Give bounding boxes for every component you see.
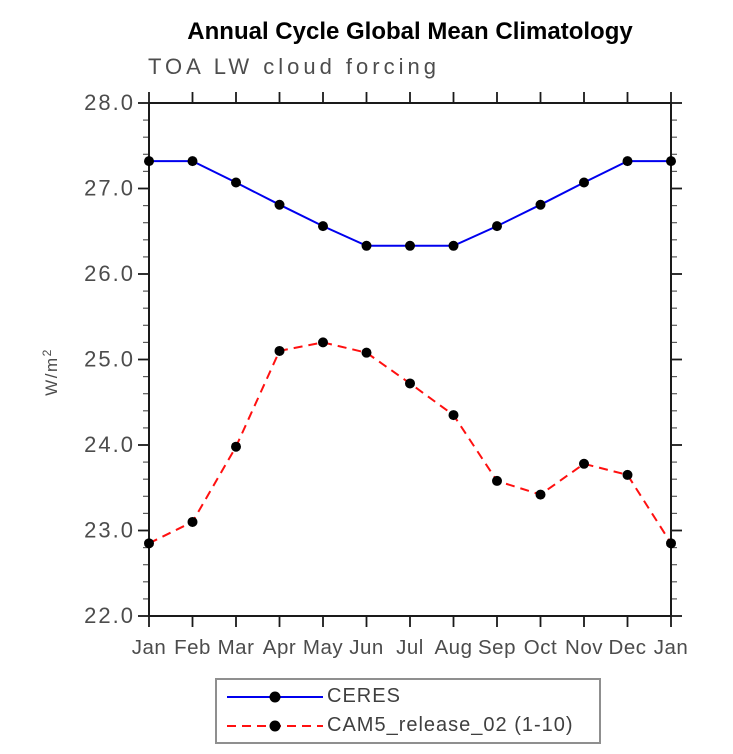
x-tick-label: Jun <box>349 636 384 659</box>
series-markers-0 <box>144 156 676 251</box>
data-point <box>187 516 198 527</box>
y-tick-label: 27.0 <box>84 176 135 201</box>
series-line-0 <box>149 160 671 247</box>
chart-title: Annual Cycle Global Mean Climatology <box>187 18 633 45</box>
chart-subtitle: TOA LW cloud forcing <box>148 54 440 79</box>
data-point <box>144 156 154 167</box>
data-point <box>579 177 589 188</box>
legend-line-sample-cam5 <box>225 719 325 733</box>
data-point <box>405 240 415 251</box>
data-point <box>622 469 633 480</box>
series-line-1 <box>148 341 672 545</box>
y-tick-label: 23.0 <box>84 518 135 543</box>
data-point <box>622 156 633 167</box>
data-point <box>274 199 285 210</box>
data-point <box>361 240 372 251</box>
legend-sample-svg <box>227 691 323 702</box>
data-point <box>492 221 502 232</box>
legend-item-cam5: CAM5_release_02 (1-10) <box>217 711 599 740</box>
data-point <box>666 538 676 549</box>
data-point <box>231 177 241 188</box>
data-point <box>448 240 459 251</box>
x-tick-label: Apr <box>263 636 296 659</box>
y-tick-label: 26.0 <box>84 261 135 286</box>
data-point <box>318 221 328 232</box>
y-tick-label: 28.0 <box>84 90 135 115</box>
legend-item-ceres: CERES <box>217 682 599 711</box>
x-tick-label: Mar <box>218 636 255 659</box>
y-axis-minor-ticks <box>143 119 677 600</box>
x-tick-label: Jan <box>132 636 167 659</box>
data-point <box>492 475 502 486</box>
data-point <box>361 347 372 358</box>
x-tick-label: May <box>303 636 343 659</box>
y-tick-label: 25.0 <box>84 347 135 372</box>
x-tick-label: Aug <box>435 636 473 659</box>
x-tick-label: Nov <box>565 636 603 659</box>
legend-sample-marker <box>269 720 281 731</box>
x-tick-label: Jul <box>396 636 424 659</box>
data-point <box>535 489 546 500</box>
data-point <box>448 410 459 421</box>
data-point <box>231 441 241 452</box>
data-point <box>579 458 589 469</box>
data-point <box>318 337 328 348</box>
x-tick-label: Jan <box>654 636 689 659</box>
y-tick-label: 22.0 <box>84 603 135 628</box>
x-tick-label: Dec <box>609 636 647 659</box>
series-markers-1 <box>144 337 676 549</box>
x-tick-label: Oct <box>524 636 557 659</box>
legend-sample-svg <box>227 720 323 731</box>
y-tick-label: 24.0 <box>84 432 135 457</box>
x-tick-label: Sep <box>478 636 516 659</box>
axis-tick-labels: 22.0 23.0 24.0 25.0 26.0 27.0 28.0 Jan Feb Mar Apr… <box>84 90 688 659</box>
legend-label-cam5: CAM5_release_02 (1-10) <box>327 714 574 736</box>
y-axis-title: W/m2 <box>40 348 61 396</box>
data-point <box>405 378 415 389</box>
plot-frame <box>148 102 672 617</box>
legend-label-ceres: CERES <box>327 685 401 707</box>
data-point <box>666 156 676 167</box>
legend-sample-marker <box>269 691 281 702</box>
data-point <box>274 345 285 356</box>
data-point <box>535 199 546 210</box>
data-point <box>144 538 154 549</box>
data-point <box>187 156 198 167</box>
legend-line-sample-ceres <box>225 690 325 704</box>
legend-box: CERES CAM5_release_02 (1-10) <box>215 678 601 744</box>
axis-major-ticks <box>138 92 682 627</box>
x-tick-label: Feb <box>174 636 211 659</box>
